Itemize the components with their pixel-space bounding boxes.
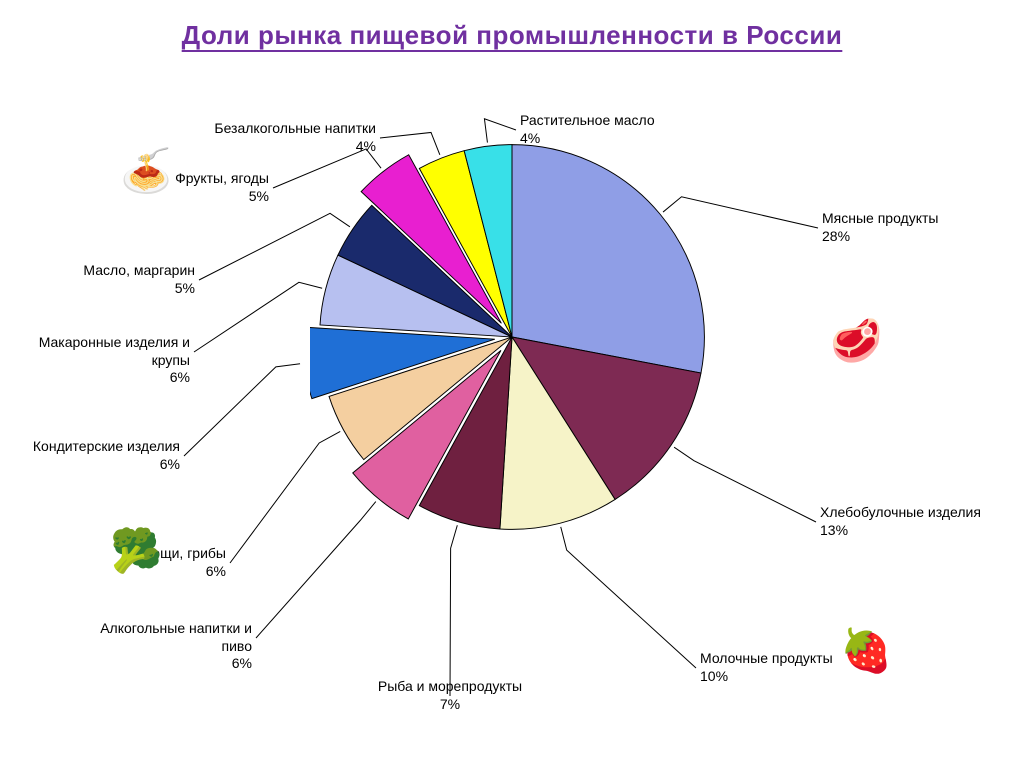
slice-label-9: Фрукты, ягоды 5%	[175, 170, 269, 205]
leader-line-8	[199, 213, 350, 280]
pie-chart-container: Мясные продукты 28% Хлебобулочные изделия…	[0, 60, 1024, 760]
leader-line-0	[663, 197, 818, 228]
fruits-scatter-icon: 🍓	[840, 630, 892, 672]
vegetables-icon: 🥦	[110, 530, 162, 572]
slice-label-0: Мясные продукты 28%	[822, 210, 938, 245]
leader-line-10	[380, 132, 440, 154]
leader-line-5	[230, 431, 340, 563]
leader-line-11	[484, 119, 516, 143]
pasta-jar-icon: 🍝	[120, 150, 172, 192]
slice-label-1: Хлебобулочные изделия 13%	[820, 504, 981, 539]
leader-line-2	[561, 527, 696, 668]
slice-label-6: Кондитерские изделия 6%	[33, 438, 180, 473]
chart-title: Доли рынка пищевой промышленности в Росс…	[0, 20, 1024, 51]
leader-line-7	[194, 282, 322, 352]
leader-line-1	[674, 447, 816, 522]
meat-basket-icon: 🥩	[830, 320, 882, 362]
slice-label-7: Макаронные изделия и крупы 6%	[39, 334, 190, 387]
leader-line-4	[256, 502, 376, 638]
leader-line-6	[184, 364, 300, 456]
slice-label-8: Масло, маргарин 5%	[83, 262, 195, 297]
slice-label-4: Алкогольные напитки и пиво 6%	[100, 620, 252, 673]
slice-label-3: Рыба и морепродукты 7%	[370, 678, 530, 713]
leader-line-3	[450, 525, 457, 696]
slice-label-11: Растительное масло 4%	[520, 112, 655, 147]
slice-label-10: Безалкогольные напитки 4%	[214, 120, 376, 155]
slice-label-2: Молочные продукты 10%	[700, 650, 833, 685]
